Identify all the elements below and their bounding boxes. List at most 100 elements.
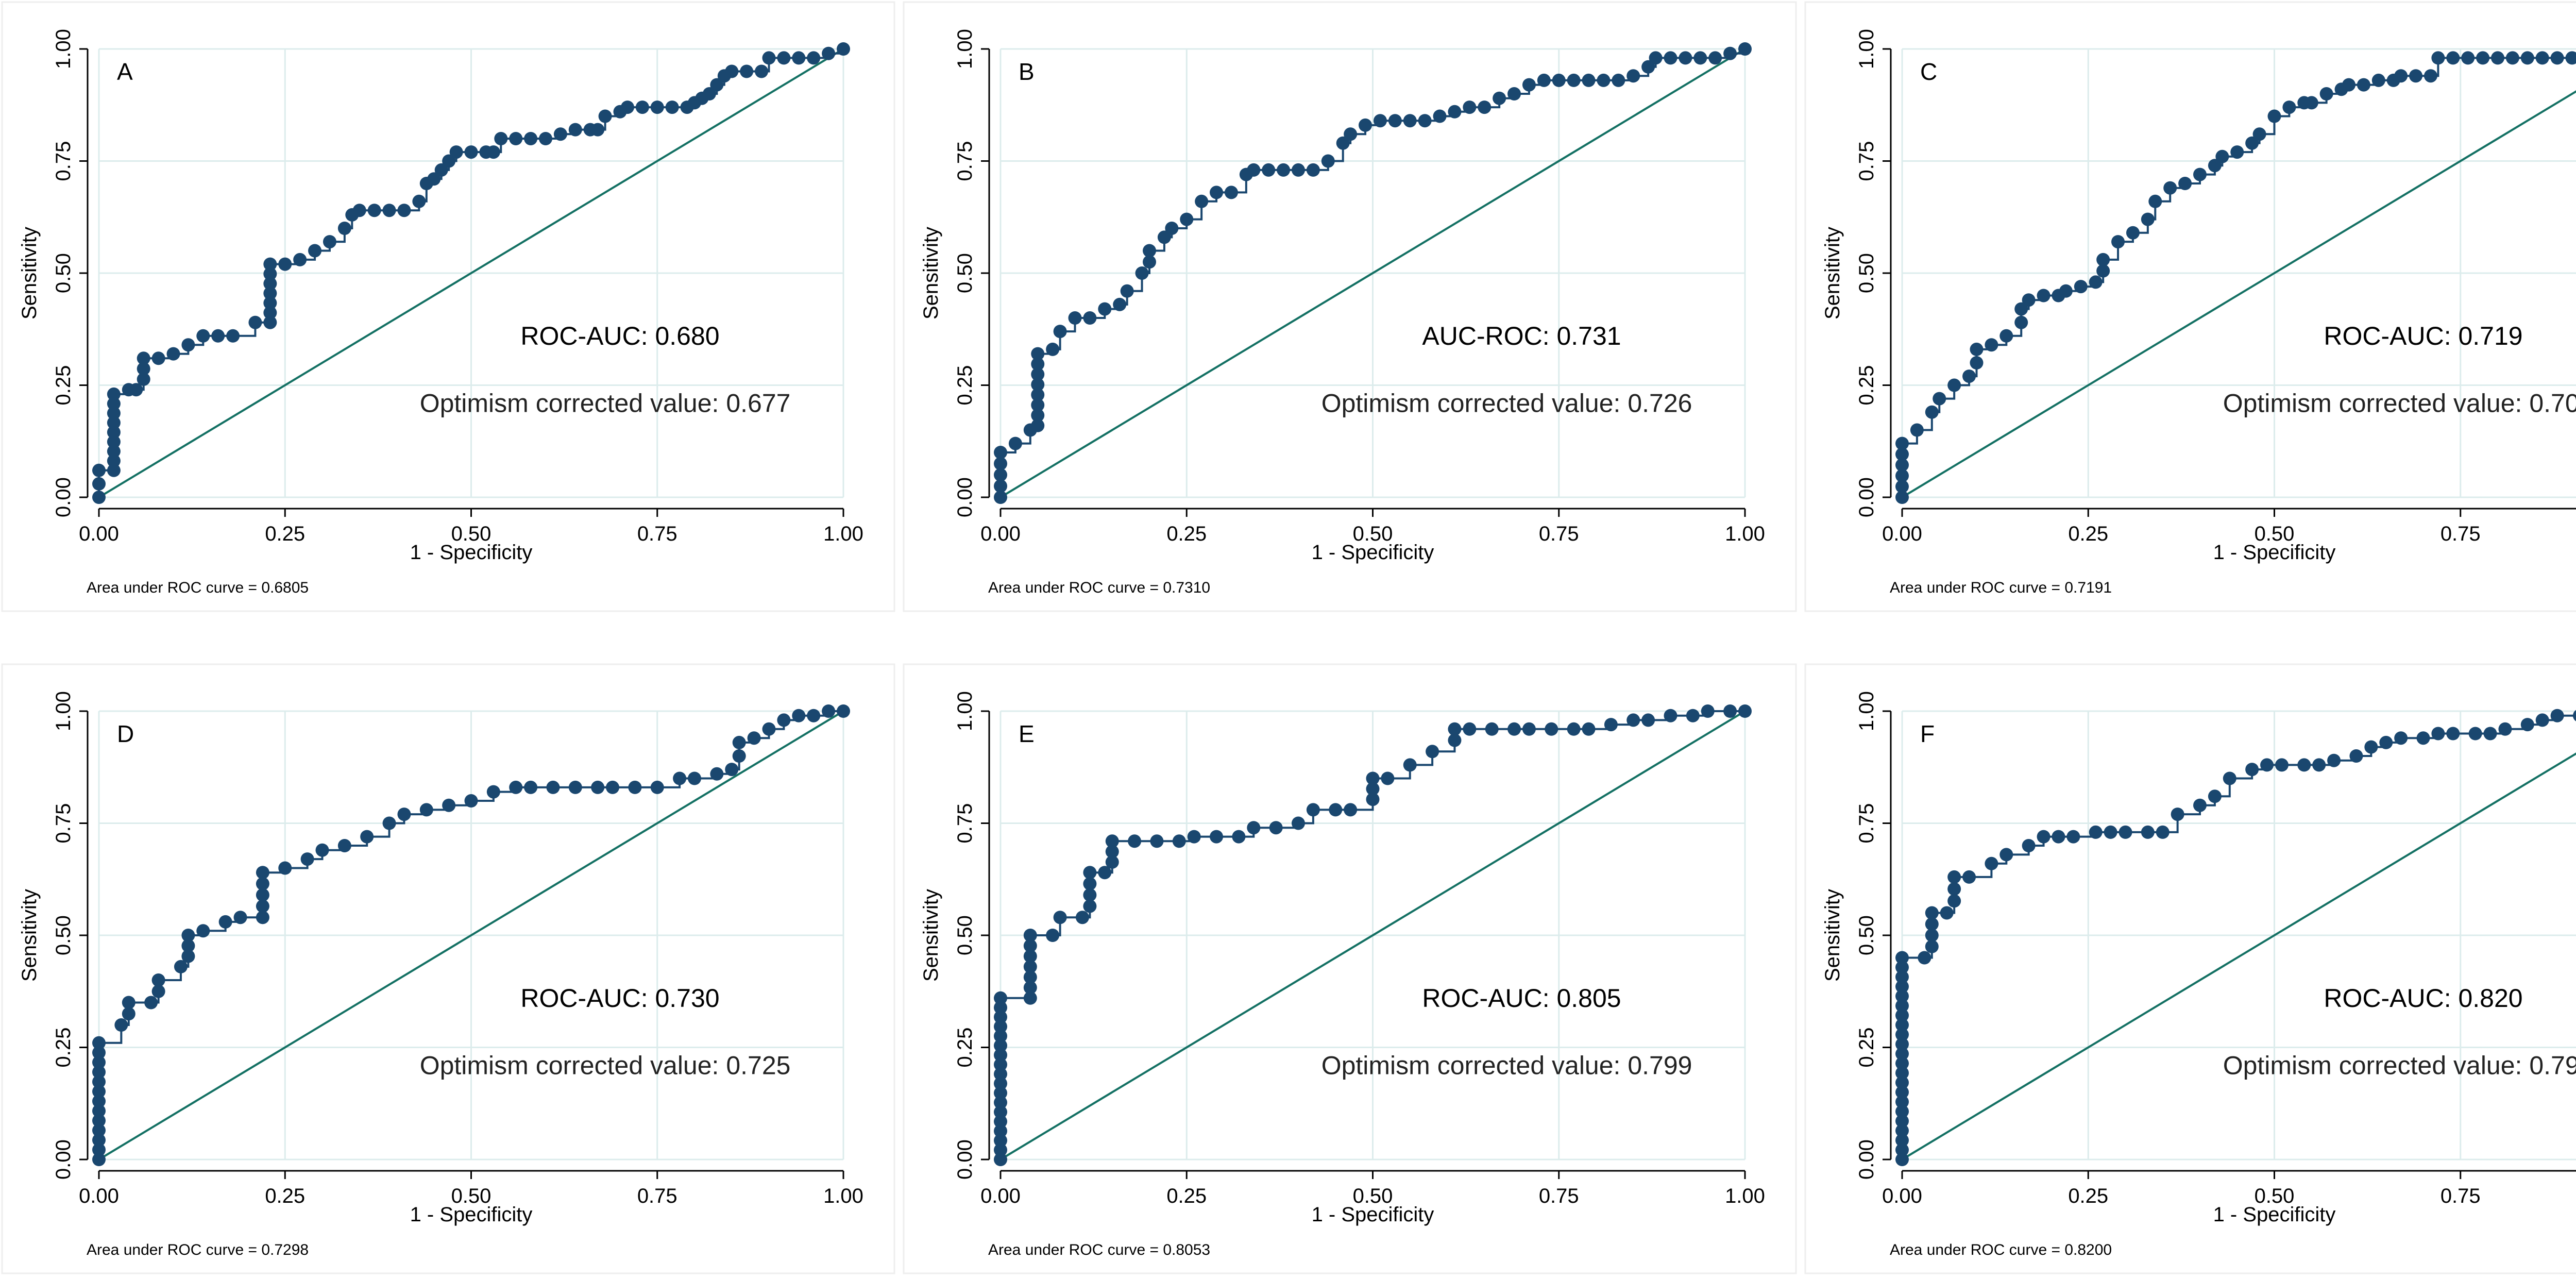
panel-e-roc-point: [994, 1057, 1007, 1071]
panel-c-roc-point: [2245, 136, 2259, 150]
panel-d-reference-line: [98, 710, 844, 1161]
panel-e-roc-point: [1083, 888, 1097, 902]
panel-b-roc-point: [1165, 222, 1179, 235]
panel-b-y-tick-label: 0.50: [954, 253, 976, 293]
panel-b-roc-point: [1552, 73, 1566, 87]
panel-b-x-tick-label: 0.75: [1539, 523, 1579, 545]
panel-c-roc-point: [2022, 293, 2036, 307]
panel-a-roc-point: [591, 123, 605, 137]
panel-d-roc-point: [92, 1094, 106, 1108]
panel-e-y-tick-label: 0.75: [954, 803, 976, 844]
panel-d-x-axis-title: 1 - Specificity: [410, 1203, 533, 1226]
panel-f-roc-point: [1940, 906, 1954, 920]
panel-b-roc-point: [1083, 311, 1097, 325]
panel-a-roc-point: [107, 444, 121, 458]
panel-d-note: Area under ROC curve = 0.7298: [87, 1241, 309, 1258]
panel-e-roc-point: [1738, 704, 1752, 718]
panel-a-roc-point: [263, 287, 277, 300]
panel-e-roc-point: [994, 1029, 1007, 1043]
panel-b-roc-point: [1626, 69, 1640, 83]
panel-d-roc-point: [509, 780, 523, 794]
panel-a-roc-point: [278, 257, 292, 271]
panel-a-roc-point: [137, 351, 150, 365]
panel-c-roc-point: [1970, 342, 1984, 356]
panel-a-roc-point: [650, 100, 664, 114]
panel-a-x-tick-label: 1.00: [823, 523, 863, 545]
panel-d-roc-point: [92, 1046, 106, 1060]
panel-f-roc-point: [1925, 939, 1939, 953]
panel-f-x-tick-label: 0.50: [2255, 1185, 2295, 1207]
panel-f-roc-point: [1985, 856, 1998, 870]
panel-b-roc-point: [1098, 302, 1112, 316]
panel-f-roc-point: [1999, 848, 2013, 862]
panel-a-roc-point: [412, 194, 426, 208]
panel-a-roc-point: [107, 416, 121, 430]
panel-f-y-tick-label: 0.75: [1855, 803, 1878, 844]
panel-e-roc-point: [1448, 722, 1462, 736]
panel-c-roc-point: [2461, 51, 2475, 65]
panel-d-roc-point: [92, 1153, 106, 1166]
panel-e-roc-point: [1641, 713, 1655, 727]
panel-a-y-tick-label: 0.50: [52, 253, 75, 293]
panel-e-roc-point: [1381, 771, 1395, 785]
panel-d-roc-point: [114, 1018, 128, 1032]
panel-c-roc-point: [1895, 469, 1909, 483]
panel-e-y-axis-title: Sensitivity: [920, 889, 942, 982]
panel-e-roc-point: [1567, 722, 1581, 736]
panel-f-roc-point: [2089, 825, 2103, 839]
panel-a-roc-point: [524, 132, 538, 145]
panel-a-label: A: [117, 58, 133, 85]
panel-c-roc-point: [2089, 275, 2103, 289]
panel-b-roc-point: [1448, 105, 1462, 119]
panel-c-roc-point: [1895, 491, 1909, 504]
panel-e-roc-point: [1232, 830, 1246, 844]
panel-b-roc-point: [1723, 46, 1737, 60]
panel-c-roc-point: [2394, 69, 2408, 83]
panel-c-roc-point: [2059, 284, 2073, 298]
panel-c-roc-point: [2565, 51, 2576, 65]
panel-b-roc-point: [1277, 163, 1291, 177]
panel-e-auc-annotation: ROC-AUC: 0.805: [1422, 984, 1621, 1013]
panel-d-roc-point: [315, 843, 329, 857]
panel-e-roc-point: [1098, 866, 1112, 880]
panel-f-auc-annotation: ROC-AUC: 0.820: [2324, 984, 2522, 1013]
panel-b-roc-point: [1195, 194, 1209, 208]
panel-e-roc-point: [1701, 704, 1715, 718]
panel-e-roc-point: [1329, 803, 1343, 817]
panel-f-frame: [1804, 663, 2576, 1274]
panel-f-roc-point: [2119, 825, 2132, 839]
panel-a-roc-point: [92, 463, 106, 477]
panel-e-roc-point: [1463, 722, 1477, 736]
panel-e: 0.00 0.25 0.50 0.75 1.00 0.00 0.25 0.50 0.75 1.00…: [903, 663, 1797, 1274]
panel-a-roc-point: [620, 100, 634, 114]
panel-d-roc-point: [725, 763, 739, 777]
panel-c-roc-point: [2096, 264, 2110, 278]
panel-e-roc-point: [1485, 722, 1499, 736]
panel-e-roc-markers: [994, 704, 1752, 1166]
panel-e-roc-point: [994, 1048, 1007, 1062]
panel-d-roc-point: [606, 780, 620, 794]
panel-e-roc-point: [1448, 733, 1462, 747]
panel-b-roc-point: [1053, 325, 1067, 339]
panel-c-roc-point: [2148, 194, 2162, 208]
panel-b-roc-point: [1031, 388, 1045, 402]
panel-e-roc-point: [994, 1038, 1007, 1052]
panel-d-roc-point: [688, 771, 701, 785]
panel-f-roc-point: [2275, 758, 2289, 772]
panel-a-roc-point: [777, 51, 791, 65]
panel-b-roc-point: [1403, 114, 1417, 128]
panel-d-roc-point: [464, 794, 478, 808]
panel-d-roc-point: [732, 749, 746, 763]
panel-a-roc-point: [494, 132, 508, 145]
panel-c-y-tick-label: 0.25: [1855, 365, 1878, 406]
panel-e-roc-point: [1150, 834, 1164, 848]
panel-e-roc-point: [1604, 718, 1618, 732]
panel-a-x-tick-label: 0.75: [637, 523, 677, 545]
panel-c-roc-point: [1933, 392, 1946, 406]
panel-e-roc-point: [994, 1143, 1007, 1157]
panel-b-x-tick-label: 0.25: [1166, 523, 1207, 545]
panel-c-roc-point: [2230, 145, 2244, 159]
panel-d-roc-point: [837, 704, 850, 718]
panel-e-roc-point: [994, 1105, 1007, 1119]
